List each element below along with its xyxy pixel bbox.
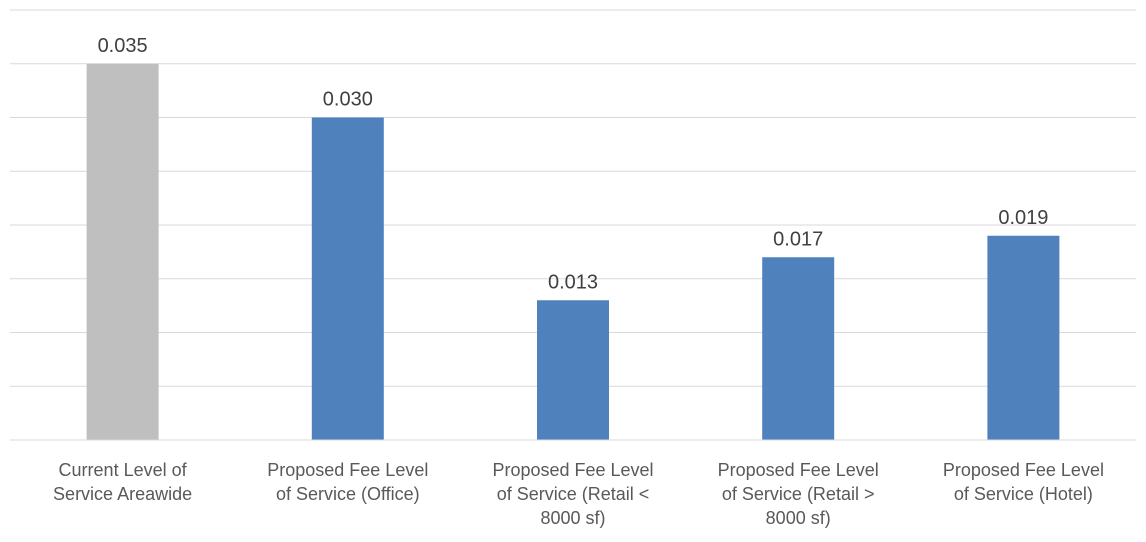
bar-5 bbox=[987, 235, 1060, 440]
category-label-3: Proposed Fee Level of Service (Retail < 80… bbox=[492, 460, 653, 528]
category-label-line: of Service (Hotel) bbox=[954, 484, 1093, 504]
category-label-line: Current Level of bbox=[59, 460, 188, 480]
category-label-2: Proposed Fee Level of Service (Office) bbox=[267, 460, 428, 504]
category-label-5: Proposed Fee Level of Service (Hotel) bbox=[943, 460, 1104, 504]
category-labels: Current Level of Service Areawide Proposed… bbox=[53, 460, 1104, 528]
data-label-5: 0.019 bbox=[998, 207, 1048, 229]
data-label-4: 0.017 bbox=[773, 228, 823, 250]
data-label-3: 0.013 bbox=[548, 271, 598, 293]
data-label-2: 0.030 bbox=[323, 89, 373, 111]
bar-1 bbox=[86, 63, 159, 440]
category-label-line: Proposed Fee Level bbox=[492, 460, 653, 480]
gridlines bbox=[10, 9, 1136, 387]
category-label-line: of Service (Retail < bbox=[497, 484, 650, 504]
bars bbox=[86, 63, 1060, 440]
category-label-line: Service Areawide bbox=[53, 484, 192, 504]
bar-4 bbox=[762, 257, 835, 440]
category-label-line: Proposed Fee Level bbox=[943, 460, 1104, 480]
category-label-4: Proposed Fee Level of Service (Retail > 80… bbox=[718, 460, 879, 528]
category-label-line: Proposed Fee Level bbox=[718, 460, 879, 480]
category-label-line: Proposed Fee Level bbox=[267, 460, 428, 480]
category-label-line: 8000 sf) bbox=[540, 508, 605, 528]
data-label-1: 0.035 bbox=[98, 35, 148, 57]
category-label-line: of Service (Retail > bbox=[722, 484, 875, 504]
category-label-line: 8000 sf) bbox=[766, 508, 831, 528]
data-labels: 0.035 0.030 0.013 0.017 0.019 bbox=[98, 35, 1049, 294]
bar-3 bbox=[537, 300, 609, 440]
bar-2 bbox=[311, 117, 384, 440]
category-label-line: of Service (Office) bbox=[276, 484, 420, 504]
category-label-1: Current Level of Service Areawide bbox=[53, 460, 192, 504]
